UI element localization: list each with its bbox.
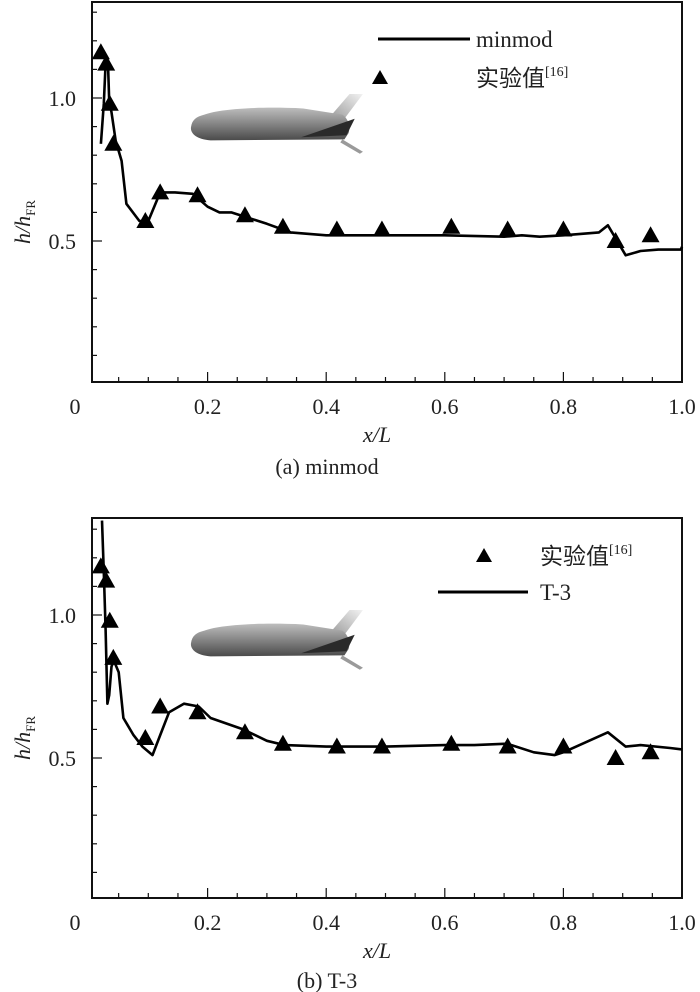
data-point-marker — [327, 220, 346, 237]
data-point-marker — [641, 226, 660, 243]
data-point-marker — [100, 611, 119, 628]
spaceplane-model-icon — [190, 610, 363, 670]
data-point-marker — [372, 220, 391, 237]
y-axis-title: h/hFR — [10, 716, 38, 760]
x-tick-label: 0.6 — [431, 910, 459, 935]
data-point-marker — [554, 737, 573, 754]
legend-label: T-3 — [540, 580, 571, 605]
data-point-marker — [188, 703, 207, 720]
chart-panel-b: 0 0.2 0.4 0.6 0.8 1.0 0.5 1.0 x/L h/hFR (b) T-3 实验值… — [10, 517, 696, 992]
data-point-marker — [442, 734, 461, 751]
panel-caption: (b) T-3 — [297, 968, 358, 992]
plot-frame — [91, 1, 683, 383]
x-tick-label: 1.0 — [668, 394, 696, 419]
data-point-marker — [104, 134, 123, 151]
x-tick-label: 0 — [70, 910, 81, 935]
data-point-marker — [151, 697, 170, 714]
data-point-marker — [442, 217, 461, 234]
x-axis-title: x/L — [362, 422, 391, 447]
data-point-marker — [188, 186, 207, 203]
legend-label: minmod — [476, 27, 553, 52]
data-point-marker — [91, 43, 110, 60]
data-point-marker — [327, 737, 346, 754]
plot-frame — [91, 517, 683, 899]
data-point-marker — [151, 183, 170, 200]
data-point-marker — [273, 217, 292, 234]
x-tick-label: 0.8 — [550, 910, 578, 935]
data-point-marker — [235, 206, 254, 223]
x-tick-label: 0.2 — [194, 910, 222, 935]
legend: minmod 实验值[16] — [372, 27, 568, 91]
data-point-marker — [554, 220, 573, 237]
legend-marker-swatch — [476, 548, 492, 562]
data-point-marker — [606, 749, 625, 765]
x-tick-label: 0.8 — [550, 394, 578, 419]
legend: 实验值[16] T-3 — [438, 543, 632, 605]
legend-label: 实验值[16] — [540, 543, 632, 569]
svg-text:h/hFR: h/hFR — [10, 716, 38, 760]
x-tick-label: 0.4 — [312, 910, 340, 935]
y-tick-label: 1.0 — [49, 603, 77, 628]
panel-caption: (a) minmod — [275, 454, 378, 479]
x-axis-title: x/L — [362, 938, 391, 963]
x-tick-label: 0.6 — [431, 394, 459, 419]
data-point-marker — [498, 220, 517, 237]
y-tick-label: 1.0 — [49, 86, 77, 111]
y-axis-title: h/hFR — [10, 200, 38, 244]
data-point-marker — [235, 723, 254, 740]
data-point-marker — [641, 743, 660, 760]
y-tick-label: 0.5 — [49, 229, 77, 254]
x-tick-label: 0 — [70, 394, 81, 419]
data-point-marker — [498, 737, 517, 754]
data-point-marker — [97, 54, 116, 71]
x-tick-label: 0.2 — [194, 394, 222, 419]
y-tick-label: 0.5 — [49, 746, 77, 771]
data-point-marker — [606, 232, 625, 248]
svg-text:h/hFR: h/hFR — [10, 200, 38, 244]
x-tick-label: 0.4 — [312, 394, 340, 419]
data-point-marker — [97, 571, 116, 588]
x-tick-label: 1.0 — [668, 910, 696, 935]
legend-label: 实验值[16] — [476, 65, 568, 91]
chart-panel-a: 0 0.2 0.4 0.6 0.8 1.0 0.5 1.0 x/L h/hFR (a) minmod… — [10, 1, 696, 479]
data-point-marker — [372, 737, 391, 754]
series-line-minmod — [99, 62, 684, 257]
data-point-marker — [100, 94, 119, 111]
data-point-marker — [136, 211, 155, 228]
data-point-marker — [136, 728, 155, 745]
spaceplane-model-icon — [190, 94, 363, 154]
legend-marker-swatch — [372, 70, 388, 84]
data-point-marker — [91, 557, 110, 574]
data-point-marker — [104, 648, 123, 665]
data-point-marker — [273, 734, 292, 751]
